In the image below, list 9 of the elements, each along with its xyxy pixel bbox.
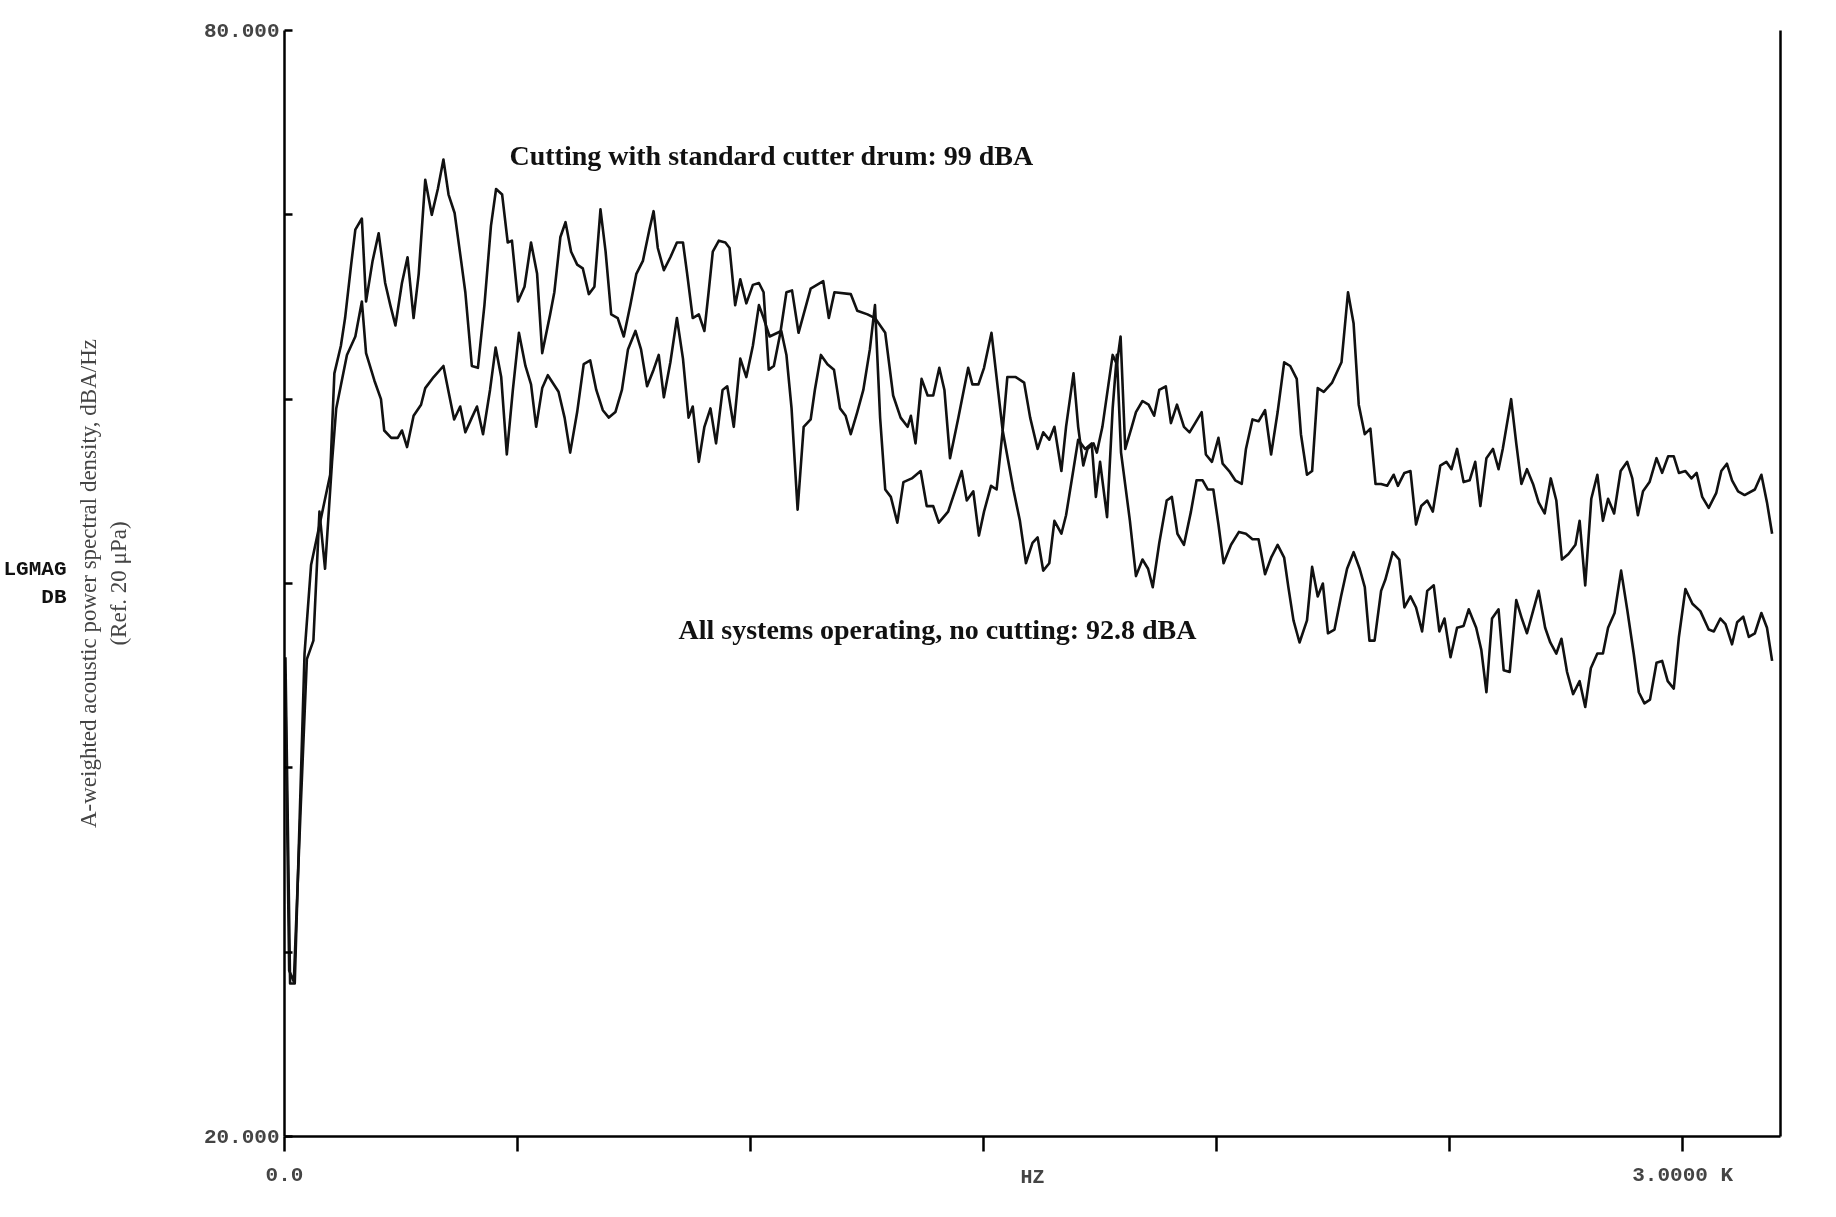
annotation: Cutting with standard cutter drum: 99 dBA (509, 140, 1035, 171)
annotation: All systems operating, no cutting: 92.8 dBA (678, 614, 1198, 645)
y-axis-title: A-weighted acoustic power spectral density, dBA/Hz (Ref. 20 μPa) (75, 338, 131, 829)
x-axis-title: HZ (1020, 1165, 1045, 1189)
x-tick-label: 3.0000 K (1632, 1163, 1734, 1187)
y-tick-label: 80.000 (203, 20, 280, 43)
y-tick-label: 20.000 (203, 1126, 280, 1149)
x-tick-label: 0.0 (265, 1163, 304, 1187)
text: LGMAG DB (3, 558, 67, 609)
